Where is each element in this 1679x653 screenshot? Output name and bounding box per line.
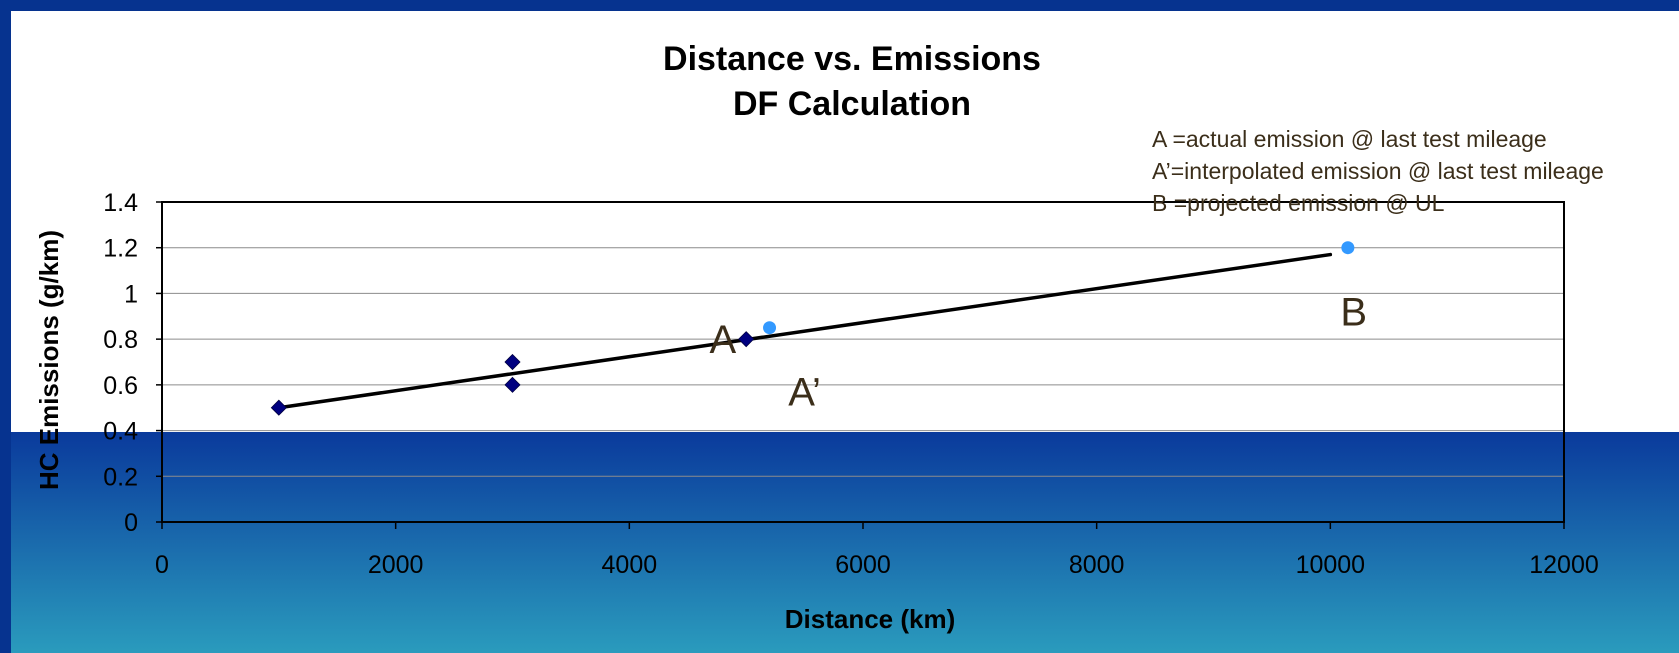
annotation-a: A =actual emission @ last test mileage <box>1152 126 1547 152</box>
point-label: A’ <box>788 371 821 415</box>
chart-title: Distance vs. Emissions <box>663 40 1041 78</box>
y-tick-label: 1 <box>124 280 138 308</box>
data-point-circle <box>763 321 777 335</box>
trendline <box>277 252 1333 410</box>
x-tick-label: 4000 <box>602 551 658 579</box>
data-point-diamond <box>738 331 755 348</box>
y-tick-label: 0.6 <box>103 372 138 400</box>
x-tick-label: 2000 <box>368 551 424 579</box>
trendline-group <box>277 252 1333 410</box>
annotation-a-prime: A’=interpolated emission @ last test mil… <box>1152 158 1604 184</box>
y-tick-labels: 0 0.2 0.4 0.6 0.8 1 1.2 1.4 <box>103 189 138 537</box>
x-tick-label: 6000 <box>835 551 891 579</box>
data-points <box>270 241 1355 416</box>
y-tick-label: 0.2 <box>103 463 138 491</box>
x-tick-labels: 0 2000 4000 6000 8000 10000 12000 <box>155 551 1599 579</box>
data-point-diamond <box>504 353 521 371</box>
y-tick-label: 0.8 <box>103 326 138 354</box>
blue-gradient-band <box>0 432 1679 653</box>
data-point-circle <box>1341 241 1355 255</box>
annotation-b: B =projected emission @ UL <box>1152 190 1445 216</box>
x-axis-title: Distance (km) <box>785 604 956 634</box>
point-label: B <box>1340 291 1367 335</box>
point-labels: A A’ B <box>709 291 1367 415</box>
x-tick-label: 8000 <box>1069 551 1125 579</box>
axes <box>156 201 1565 529</box>
data-point-diamond <box>504 376 521 393</box>
y-tick-label: 1.2 <box>103 235 138 263</box>
data-point-diamond <box>270 399 287 416</box>
chart-subtitle: DF Calculation <box>733 85 971 123</box>
y-tick-label: 0.4 <box>103 418 138 446</box>
y-tick-label: 1.4 <box>103 189 138 217</box>
x-tick-label: 10000 <box>1296 551 1366 579</box>
left-frame-edge <box>0 0 11 653</box>
y-tick-label: 0 <box>124 509 138 537</box>
x-tick-label: 12000 <box>1529 551 1599 579</box>
x-tick-label: 0 <box>155 551 169 579</box>
plot-area-frame <box>161 201 1565 523</box>
point-label: A <box>709 318 736 362</box>
y-axis-title: HC Emissions (g/km) <box>34 230 64 490</box>
